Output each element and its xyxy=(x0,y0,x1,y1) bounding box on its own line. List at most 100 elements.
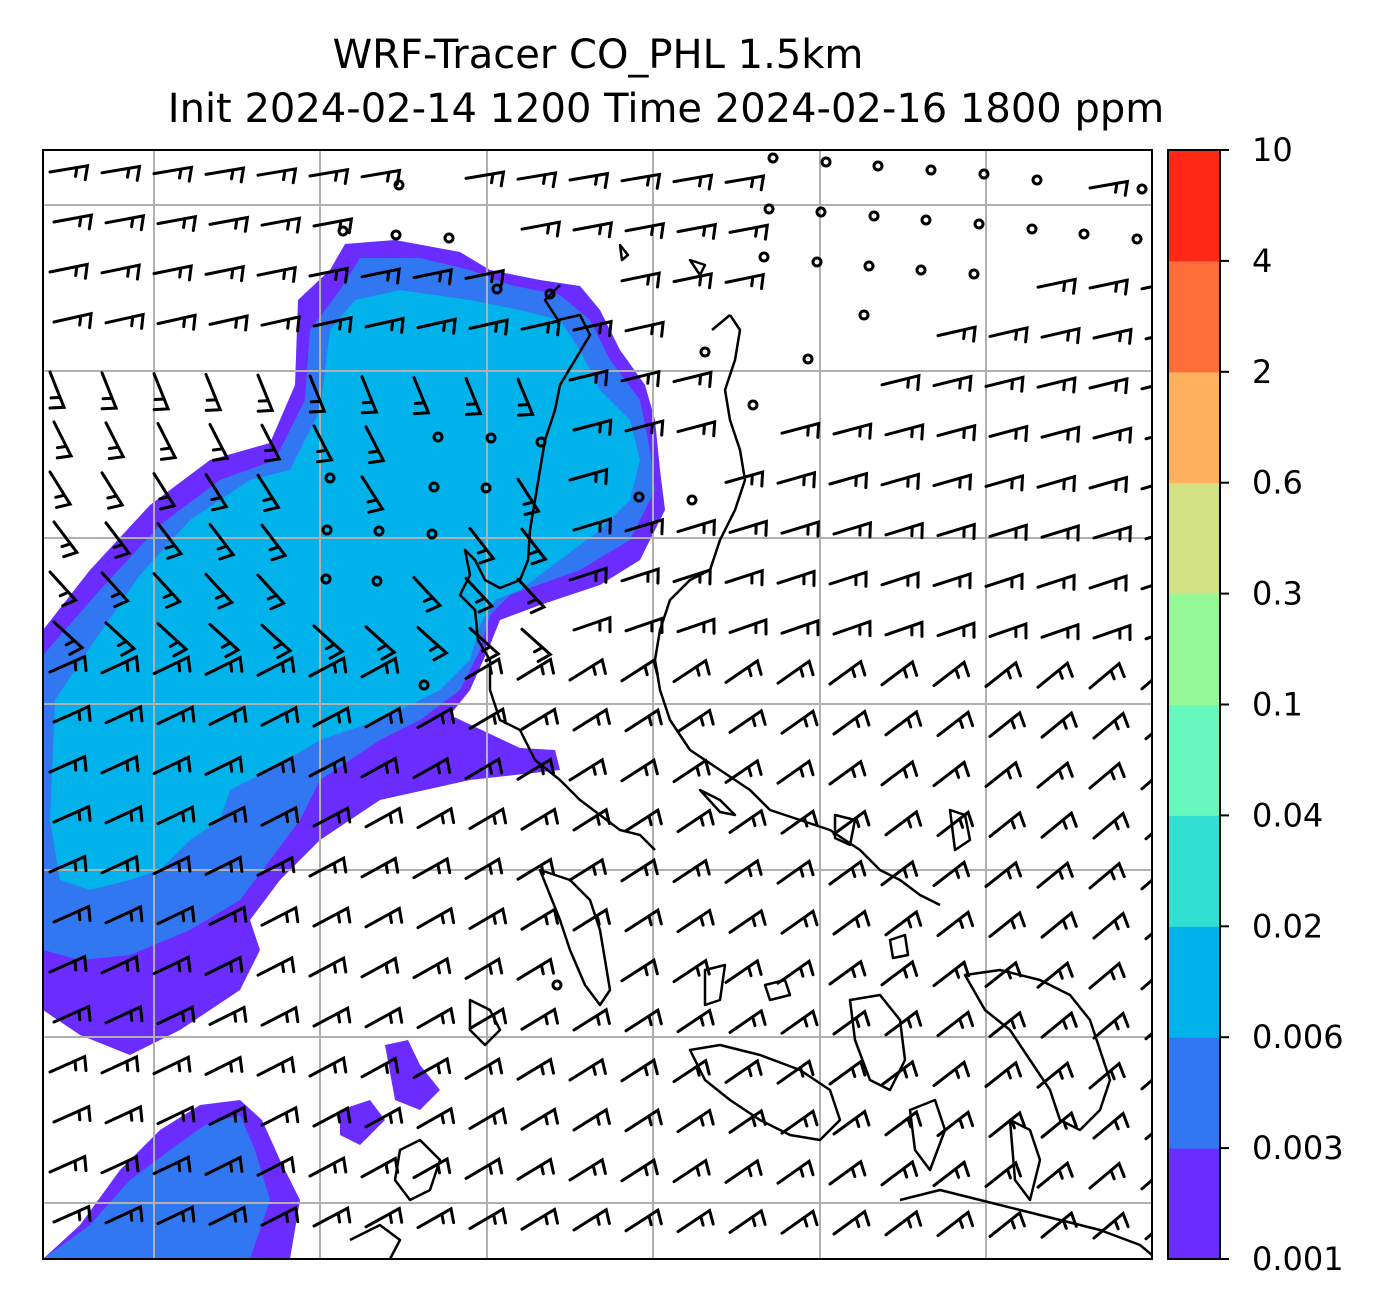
wind-barb xyxy=(312,315,353,334)
wind-barb xyxy=(884,521,924,540)
wind-barb xyxy=(1088,761,1126,790)
wind-barb xyxy=(208,905,248,926)
wind-barb xyxy=(104,704,144,725)
colorbar: 0.001 0.003 0.006 0.02 0.04 0.1 0.3 0.6 2 4 10 xyxy=(1167,131,1344,1278)
colorbar-segment xyxy=(1168,260,1220,373)
wind-barb xyxy=(676,222,718,240)
wind-barb xyxy=(936,709,975,738)
wind-barb xyxy=(728,1108,767,1134)
wind-barb xyxy=(568,1057,607,1082)
wind-barb xyxy=(676,1008,715,1034)
wind-barb xyxy=(360,856,400,879)
wind-barb xyxy=(932,473,973,491)
colorbar-tick-label: 0.001 xyxy=(1252,1240,1344,1278)
wind-barb xyxy=(260,1005,300,1027)
wind-barb xyxy=(1088,376,1129,395)
wind-barb xyxy=(256,573,287,611)
colorbar-segment xyxy=(1168,704,1220,816)
wind-barb xyxy=(48,570,79,608)
wind-barb xyxy=(1092,524,1132,543)
wind-barb xyxy=(780,908,819,935)
wind-barb xyxy=(360,656,400,679)
colorbar-tick-label: 0.006 xyxy=(1252,1018,1344,1056)
wind-barb xyxy=(468,1206,508,1230)
wind-barb xyxy=(52,420,74,460)
wind-barb xyxy=(832,1009,871,1036)
wind-barb xyxy=(468,526,496,565)
wind-barb xyxy=(256,755,296,777)
wind-barb xyxy=(412,376,431,416)
wind-barbs xyxy=(48,163,1152,1241)
wind-barb xyxy=(256,655,296,677)
wind-barb xyxy=(988,1110,1026,1138)
wind-barb xyxy=(728,908,767,934)
calm-wind-markers xyxy=(320,152,1148,991)
colorbar-segment xyxy=(1168,1148,1220,1260)
map-frame xyxy=(42,149,1153,1260)
wind-barb xyxy=(936,423,977,442)
wind-barb xyxy=(364,1106,404,1129)
wind-barb xyxy=(880,373,921,392)
wind-barb xyxy=(572,707,611,732)
wind-barb xyxy=(1036,660,1074,689)
wind-barb xyxy=(152,472,177,511)
wind-barb xyxy=(988,523,1028,541)
figure-title-line2: Init 2024-02-14 1200 Time 2024-02-16 180… xyxy=(168,86,1164,132)
wind-barb xyxy=(360,168,402,186)
wind-barb xyxy=(988,621,1028,640)
wind-barb xyxy=(988,810,1026,838)
wind-barb xyxy=(204,1055,244,1076)
wind-barb xyxy=(728,1208,767,1234)
wind-barb xyxy=(832,709,871,736)
wind-barb xyxy=(312,217,354,235)
wind-barb xyxy=(48,163,90,182)
wind-barb xyxy=(1088,475,1129,493)
wind-barb xyxy=(416,1006,456,1030)
colorbar-segment xyxy=(1168,150,1220,262)
wind-barb xyxy=(780,708,819,735)
wind-barb xyxy=(880,859,919,887)
colorbar-tick-label: 10 xyxy=(1252,131,1293,169)
wind-barb xyxy=(364,706,404,729)
wind-barb xyxy=(1040,326,1081,345)
colorbar-tick-label: 0.1 xyxy=(1252,686,1303,724)
wind-barb xyxy=(880,1159,919,1187)
wind-barb xyxy=(100,1054,140,1075)
wind-barb xyxy=(988,424,1029,443)
wind-barb xyxy=(468,1106,508,1130)
wind-barb xyxy=(624,517,664,536)
wind-barb xyxy=(780,1208,819,1235)
wind-barb xyxy=(728,708,767,734)
wind-barb xyxy=(624,807,663,833)
wind-barb xyxy=(1040,622,1080,641)
wind-barb xyxy=(1036,474,1077,493)
wind-barb xyxy=(620,567,660,585)
wind-barb xyxy=(884,709,923,737)
wind-barb xyxy=(260,705,300,727)
wind-barb xyxy=(568,566,608,584)
wind-barb xyxy=(260,1105,300,1127)
wind-barb xyxy=(416,706,456,730)
wind-barb xyxy=(516,171,558,189)
wind-barb xyxy=(308,855,348,878)
wind-barb xyxy=(468,806,508,830)
wind-barb xyxy=(776,758,815,785)
wind-barb xyxy=(780,808,819,835)
wind-barb xyxy=(624,907,663,933)
wind-barb xyxy=(1040,524,1080,542)
wind-barb xyxy=(308,374,327,414)
colorbar-tick-label: 0.003 xyxy=(1252,1129,1344,1167)
wind-barb xyxy=(932,859,971,888)
wind-barb xyxy=(308,755,348,778)
wind-barb xyxy=(204,755,244,776)
wind-barb xyxy=(1036,1060,1074,1089)
wind-barb xyxy=(464,268,505,287)
wind-barb xyxy=(152,754,192,776)
wind-barb xyxy=(520,318,561,337)
wind-barb xyxy=(360,1156,400,1179)
wind-barb xyxy=(48,1154,88,1174)
wind-barb xyxy=(988,1210,1026,1238)
wind-barb xyxy=(988,910,1026,938)
wind-barb xyxy=(832,619,872,638)
wind-barb xyxy=(780,421,821,439)
